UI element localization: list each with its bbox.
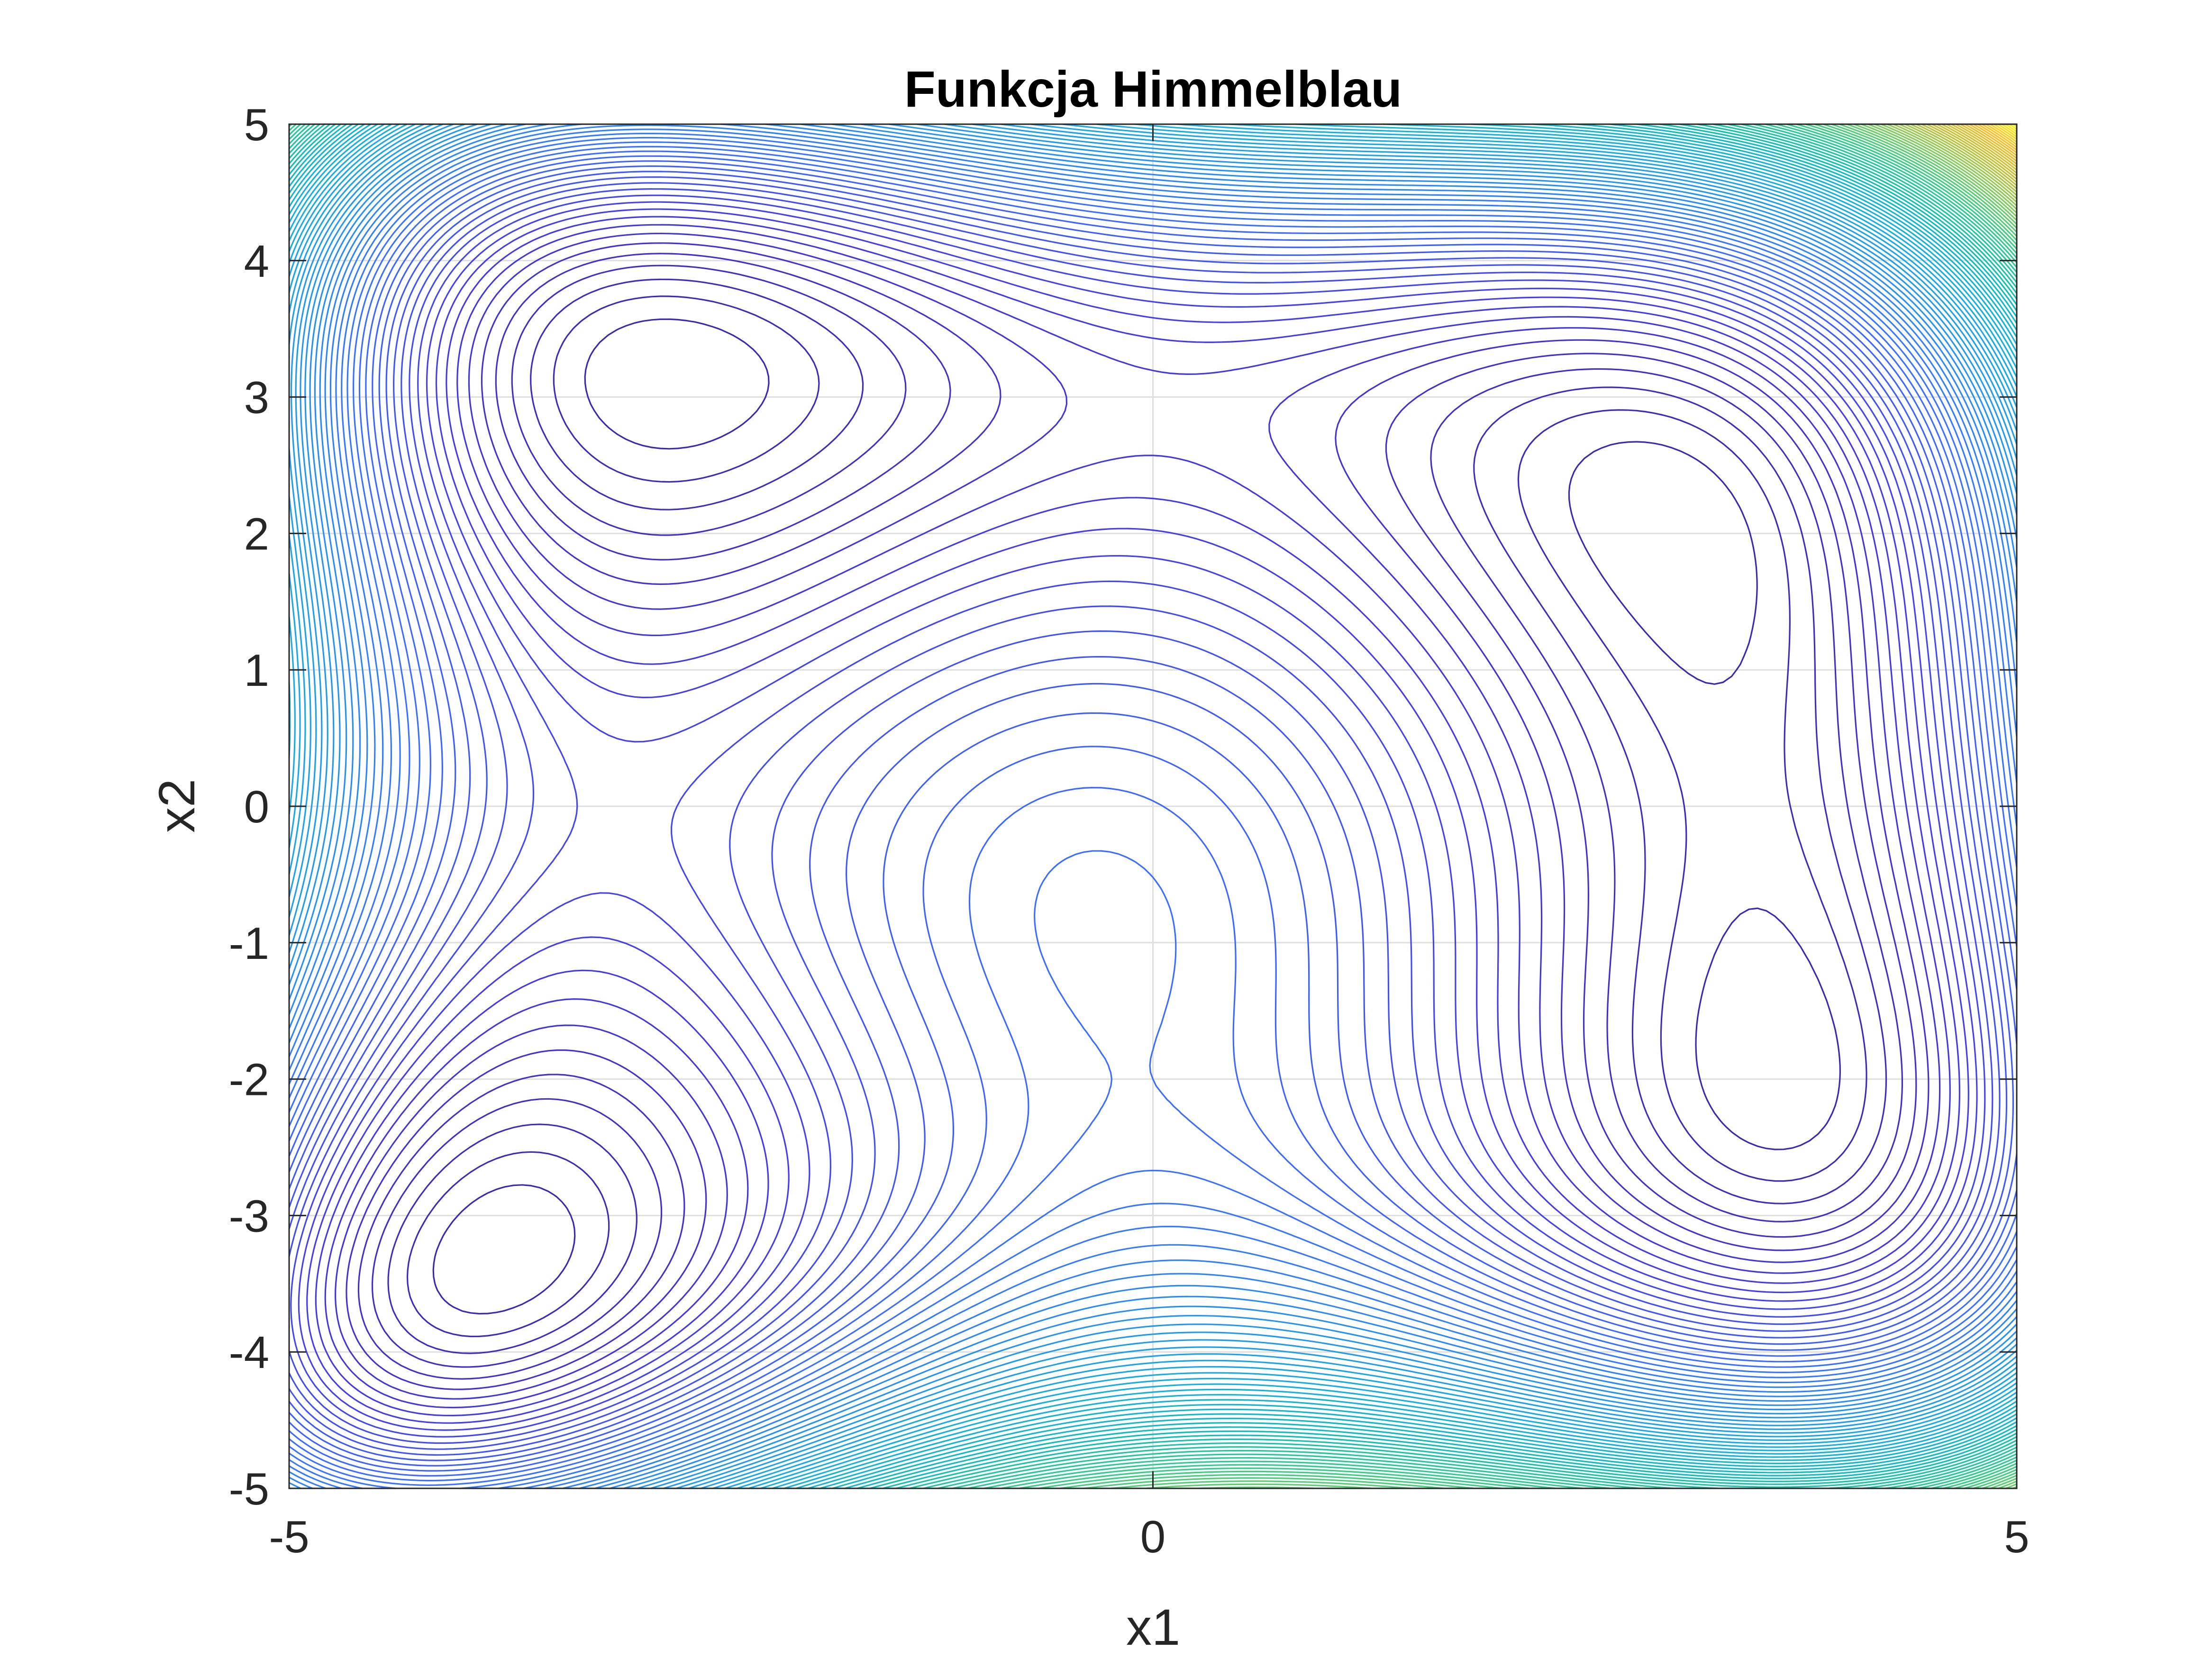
- x-tick-label: 0: [1140, 1512, 1165, 1562]
- contour-level-86: [1959, 123, 2018, 162]
- contour-level-4: [371, 264, 1903, 1368]
- contour-level-52: [288, 123, 2018, 1489]
- contour-level-98: [2008, 123, 2018, 130]
- y-tick-label: 5: [244, 100, 269, 150]
- contour-level-25: [288, 128, 2018, 1489]
- x-tick-label: -5: [269, 1512, 309, 1562]
- y-tick-labels: 5 4 3 2 1 0 -1 -2 -3 -4 -5: [229, 100, 269, 1514]
- contour-level-81: [1936, 123, 2018, 177]
- contour-level-33: [288, 123, 2018, 1489]
- contour-level-88: [1968, 123, 2018, 156]
- contour-level-43: [288, 123, 2018, 1489]
- contour-level-22: [288, 141, 2018, 1489]
- contour-level-26: [288, 124, 2018, 1489]
- contour-level-8: [324, 224, 1951, 1409]
- contour-level-77: [1915, 123, 2018, 190]
- contour-level-19: [288, 155, 2018, 1477]
- contour-level-27: [288, 123, 2018, 1489]
- contour-level-13: [288, 188, 1994, 1444]
- y-tick-label: -1: [229, 918, 269, 969]
- y-tick-label: 0: [244, 782, 269, 832]
- contour-level-1: [432, 318, 1841, 1315]
- contour-level-71: [1880, 123, 2018, 210]
- y-tick-label: -2: [229, 1055, 269, 1105]
- contour-level-35: [288, 123, 2018, 1489]
- plot-area: [288, 123, 2018, 1489]
- y-axis-label: x2: [148, 779, 205, 833]
- contour-level-83: [1946, 123, 2018, 171]
- contour-level-11: [298, 201, 1978, 1431]
- x-tick-labels: -5 0 5: [269, 1512, 2029, 1562]
- contour-level-15: [288, 176, 2008, 1456]
- contour-level-17: [288, 165, 2018, 1467]
- contour-level-84: [1950, 123, 2018, 168]
- x-tick-label: 5: [2004, 1512, 2029, 1562]
- contour-level-24: [288, 133, 2018, 1489]
- contour-level-68: [1860, 123, 2018, 1489]
- contour-level-29: [288, 123, 2018, 1489]
- contour-level-38: [288, 123, 2018, 1489]
- contour-level-3: [387, 278, 1887, 1354]
- contour-level-48: [288, 123, 2018, 1489]
- contour-level-90: [1977, 123, 2018, 151]
- chart-title: Funkcja Himmelblau: [904, 60, 1402, 118]
- tick-marks: [288, 123, 2018, 1489]
- contour-level-6: [346, 242, 1930, 1390]
- contour-level-18: [288, 160, 2018, 1472]
- x-axis-label: x1: [1126, 1598, 1180, 1656]
- contour-level-16: [288, 171, 2014, 1461]
- y-tick-label: -3: [229, 1191, 269, 1241]
- contour-level-12: [290, 194, 1986, 1438]
- contour-level-2: [406, 295, 1867, 1338]
- contour-level-10: [306, 208, 1969, 1424]
- contour-level-89: [1973, 123, 2018, 154]
- contour-level-94: [1993, 123, 2018, 140]
- y-tick-label: 3: [244, 373, 269, 423]
- contour-level-21: [288, 146, 2018, 1486]
- contour-level-72: [1886, 123, 2018, 207]
- contour-level-79: [1926, 123, 2018, 183]
- contour-level-50: [288, 123, 2018, 1489]
- y-tick-label: -4: [229, 1327, 269, 1378]
- y-tick-label: 1: [244, 645, 269, 696]
- contour-level-9: [315, 216, 1960, 1416]
- contour-lines: [288, 123, 2018, 1489]
- contour-level-92: [1985, 123, 2018, 146]
- contour-level-69: [1867, 123, 2018, 218]
- contour-level-75: [1904, 123, 2018, 196]
- contour-level-20: [288, 150, 2018, 1482]
- y-tick-label: 2: [244, 509, 269, 559]
- contour-level-74: [1898, 123, 2018, 200]
- y-tick-label: 4: [244, 236, 269, 287]
- contour-level-40: [288, 123, 2018, 1489]
- contour-level-5: [357, 253, 1917, 1380]
- contour-level-14: [288, 182, 2001, 1450]
- contour-level-23: [288, 137, 2018, 1489]
- contour-level-45: [288, 123, 2018, 1489]
- y-tick-label: -5: [229, 1464, 269, 1514]
- contour-level-37: [288, 123, 2018, 1489]
- contour-level-7: [335, 232, 1941, 1400]
